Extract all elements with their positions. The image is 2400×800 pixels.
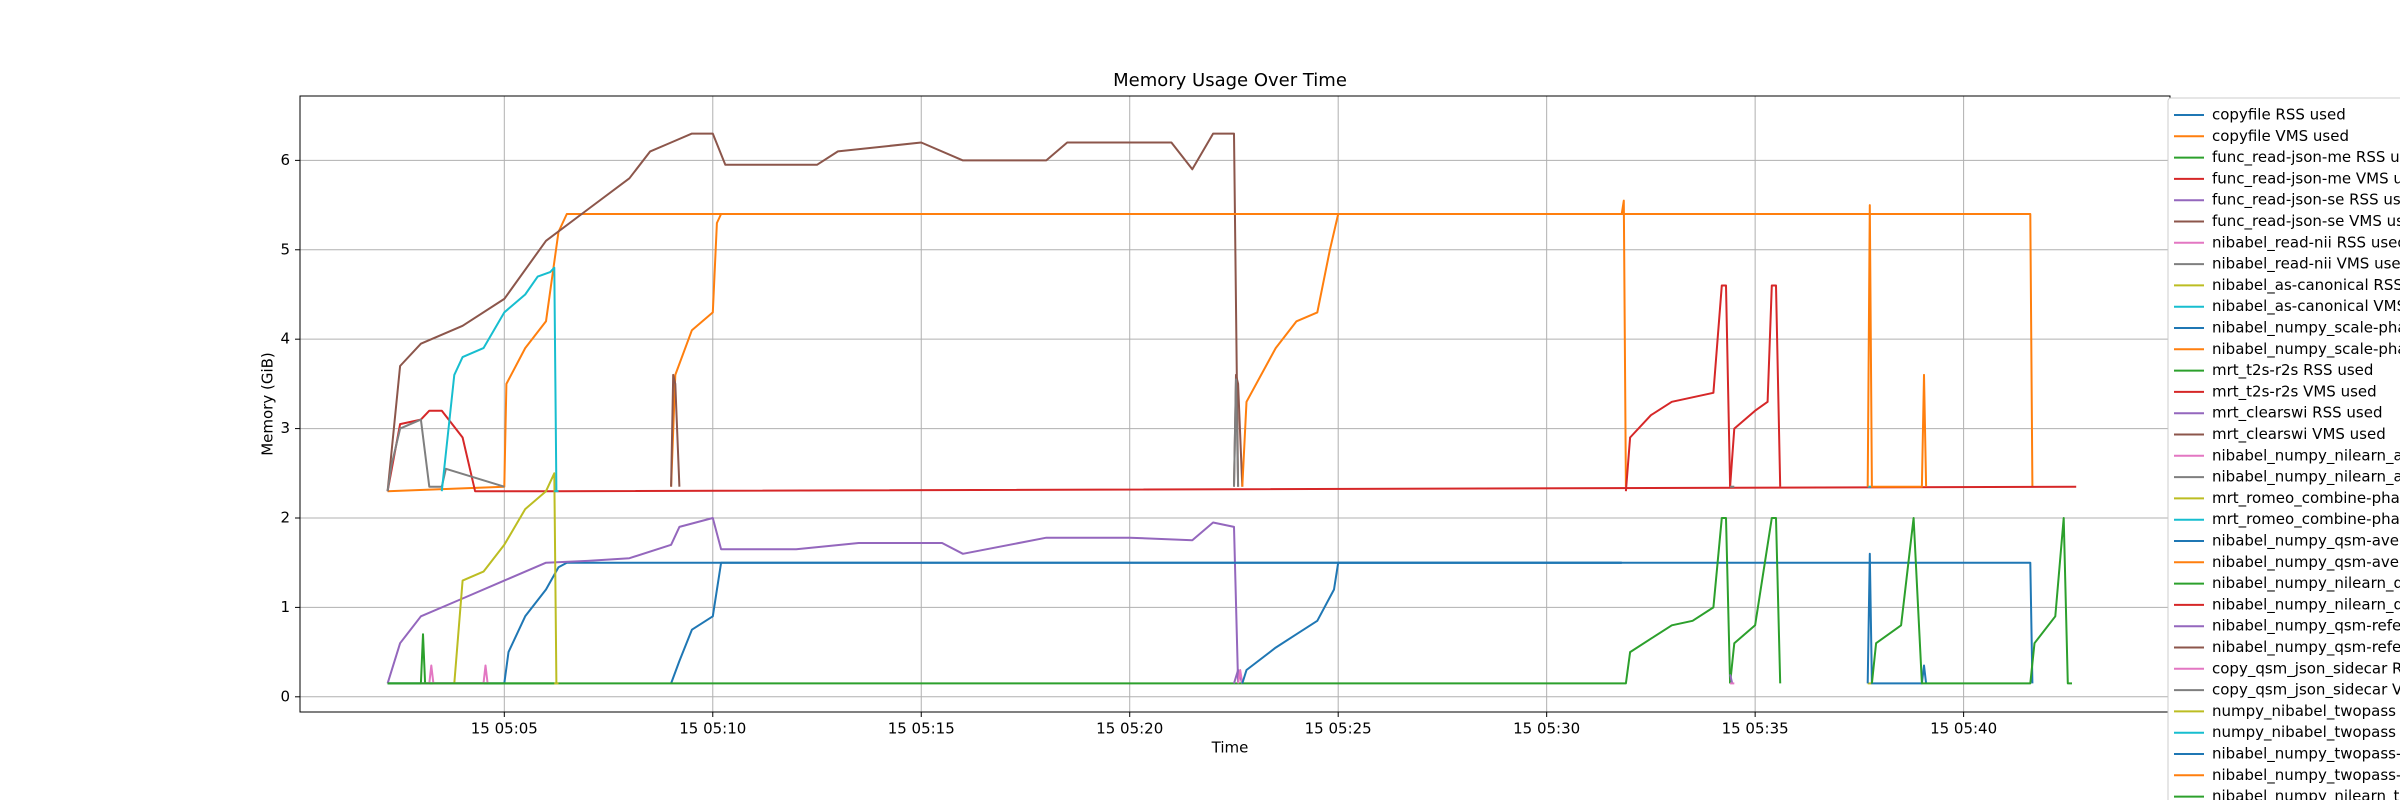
- series-line: [1729, 674, 1734, 684]
- x-tick-label: 15 05:40: [1930, 720, 1997, 738]
- legend-label: numpy_nibabel_twopass RS: [2212, 702, 2400, 721]
- series-line: [387, 213, 2034, 493]
- series-line: [1241, 213, 1340, 487]
- series-line: [670, 199, 1627, 487]
- x-tick-label: 15 05:05: [471, 720, 538, 738]
- legend-label: nibabel_numpy_qsm-avera: [2212, 532, 2400, 551]
- legend-label: nibabel_numpy_nilearn_qsr: [2212, 595, 2400, 614]
- legend-label: copy_qsm_json_sidecar RS: [2212, 659, 2400, 678]
- series-line: [1624, 284, 1732, 492]
- legend-label: nibabel_read-nii VMS used: [2212, 255, 2400, 274]
- legend-label: copyfile VMS used: [2212, 127, 2349, 145]
- y-tick-label: 3: [280, 419, 290, 437]
- y-tick-label: 2: [280, 508, 290, 526]
- series-line: [386, 132, 1240, 492]
- x-tick-label: 15 05:30: [1513, 720, 1580, 738]
- legend-label: nibabel_numpy_qsm-refere: [2212, 638, 2400, 657]
- series-line: [1866, 204, 1928, 488]
- series-line: [440, 266, 558, 492]
- x-tick-label: 15 05:20: [1096, 720, 1163, 738]
- series-line: [1233, 378, 1240, 487]
- legend-label: mrt_romeo_combine-phase: [2212, 489, 2400, 508]
- legend-label: nibabel_numpy_nilearn_qsr: [2212, 574, 2400, 593]
- x-tick-label: 15 05:15: [888, 720, 955, 738]
- series-line: [670, 373, 681, 487]
- series-line: [386, 409, 2077, 493]
- legend-label: func_read-json-me RSS use: [2212, 148, 2400, 167]
- series-line: [1241, 561, 1622, 684]
- legend-label: func_read-json-me VMS use: [2212, 169, 2400, 188]
- x-tick-label: 15 05:10: [679, 720, 746, 738]
- legend-label: func_read-json-se RSS use: [2212, 191, 2400, 210]
- series-line: [387, 561, 2034, 685]
- x-axis-label: Time: [1211, 739, 1249, 757]
- legend-label: mrt_t2s-r2s VMS used: [2212, 382, 2377, 401]
- legend-label: copy_qsm_json_sidecar VM: [2212, 681, 2400, 700]
- legend-label: func_read-json-se VMS use: [2212, 212, 2400, 231]
- series-line: [1729, 517, 1782, 684]
- legend-label: nibabel_numpy_scale-phas: [2212, 340, 2400, 359]
- series-line: [1870, 517, 2072, 685]
- legend-label: mrt_clearswi VMS used: [2212, 425, 2386, 444]
- series-line: [386, 418, 505, 492]
- series-line: [1866, 552, 1928, 685]
- series-line: [1729, 284, 1782, 487]
- series-line: [453, 472, 558, 684]
- legend-label: mrt_clearswi RSS used: [2212, 404, 2383, 423]
- x-tick-label: 15 05:25: [1305, 720, 1372, 738]
- legend-label: nibabel_numpy_nilearn_axi: [2212, 468, 2400, 487]
- y-tick-label: 1: [280, 598, 290, 616]
- legend-label: numpy_nibabel_twopass V: [2212, 723, 2400, 742]
- legend-label: nibabel_numpy_nilearn_axi: [2212, 446, 2400, 465]
- series-line: [1237, 669, 1244, 684]
- series-line: [670, 561, 1622, 684]
- y-axis-label: Memory (GiB): [259, 352, 277, 456]
- legend-label: nibabel_read-nii RSS used: [2212, 233, 2400, 252]
- y-tick-label: 6: [280, 151, 290, 169]
- legend-label: nibabel_numpy_nilearn_two: [2212, 787, 2400, 800]
- legend-box: [2167, 97, 2400, 800]
- legend-label: mrt_t2s-r2s RSS used: [2212, 361, 2373, 380]
- legend-label: nibabel_as-canonical VMS u: [2212, 297, 2400, 316]
- legend-label: nibabel_as-canonical RSS u: [2212, 276, 2400, 295]
- legend-label: nibabel_numpy_twopass-av: [2212, 745, 2400, 764]
- series-line: [386, 517, 1240, 684]
- chart-title: Memory Usage Over Time: [1113, 70, 1347, 91]
- series-line: [387, 633, 555, 685]
- x-tick-label: 15 05:35: [1722, 720, 1789, 738]
- legend-label: copyfile RSS used: [2212, 106, 2346, 124]
- legend-label: nibabel_numpy_scale-phas: [2212, 319, 2400, 338]
- y-tick-label: 0: [280, 687, 290, 705]
- legend-label: nibabel_numpy_qsm-refere: [2212, 617, 2400, 636]
- legend-label: mrt_romeo_combine-phase: [2212, 510, 2400, 529]
- y-tick-label: 5: [280, 240, 290, 258]
- legend-label: nibabel_numpy_twopass-av: [2212, 766, 2400, 785]
- legend-label: nibabel_numpy_qsm-avera: [2212, 553, 2400, 572]
- series-line: [387, 517, 1732, 685]
- y-tick-label: 4: [280, 330, 290, 348]
